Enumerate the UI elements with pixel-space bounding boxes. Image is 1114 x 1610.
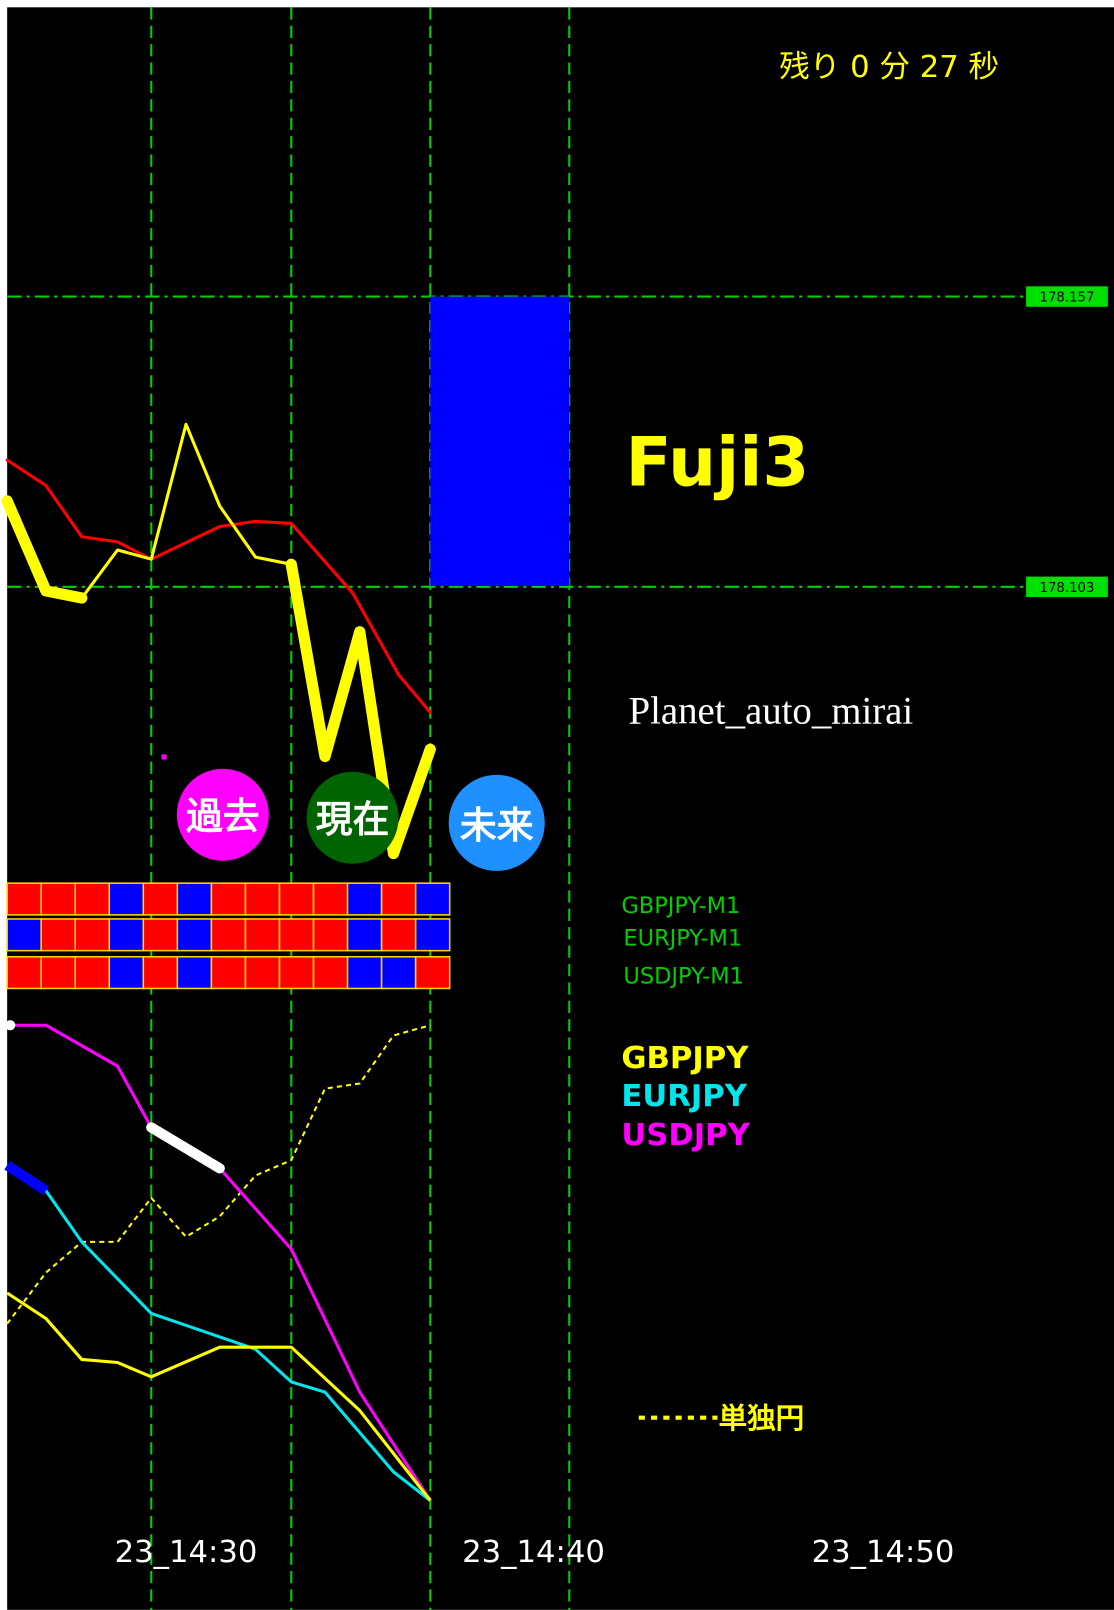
strength-cell	[74, 882, 111, 916]
strength-cell	[346, 956, 383, 990]
time-label: 23_14:50	[812, 1535, 955, 1570]
strength-cell	[108, 956, 145, 990]
timer: 残り 0 分 27 秒	[779, 50, 999, 85]
price-label: 178.157	[1040, 291, 1095, 306]
strength-cell	[346, 918, 383, 952]
strength-cell	[210, 882, 247, 916]
strength-cell	[244, 882, 281, 916]
now-label[interactable]: 現在	[316, 798, 390, 841]
strength-cell	[6, 956, 42, 990]
strength-cell	[6, 882, 42, 916]
strength-cell	[414, 918, 451, 952]
future-button[interactable]	[448, 774, 545, 871]
legend-entry: EURJPY	[621, 1079, 747, 1114]
strength-cell	[40, 956, 77, 990]
dot	[5, 1020, 16, 1031]
strength-cell	[108, 882, 145, 916]
line	[5, 458, 432, 715]
title: Fuji3	[625, 423, 809, 502]
price-lines	[1, 422, 436, 860]
price-label-bg	[1026, 286, 1108, 307]
strength-cell	[210, 956, 247, 990]
strength-cell	[312, 956, 349, 990]
strength-cell	[312, 882, 349, 916]
strength-cell	[108, 918, 145, 952]
line	[285, 558, 436, 860]
strength-cell	[346, 882, 383, 916]
line	[146, 1122, 225, 1174]
row-label: USDJPY-M1	[623, 963, 744, 989]
forecast-box	[430, 296, 570, 586]
legend-entry: GBPJPY	[621, 1041, 749, 1076]
strength-cell	[312, 918, 349, 952]
row-label: GBPJPY-M1	[621, 893, 740, 919]
strength-cell	[142, 956, 179, 990]
strength-cell	[176, 918, 213, 952]
subtitle: Planet_auto_mirai	[629, 690, 914, 733]
strength-cell	[74, 918, 111, 952]
time-label: 23_14:30	[115, 1535, 258, 1570]
time-label: 23_14:40	[462, 1535, 605, 1570]
strength-cell	[278, 956, 315, 990]
past-button[interactable]	[176, 768, 269, 861]
chart-background	[7, 7, 1114, 1610]
dot	[161, 754, 167, 760]
strength-cell	[142, 882, 179, 916]
row-label: EURJPY-M1	[623, 926, 742, 952]
now-button[interactable]	[306, 771, 399, 864]
strength-cell	[40, 918, 77, 952]
strength-cell	[380, 956, 417, 990]
line	[6, 1291, 432, 1502]
strength-cell	[414, 956, 451, 990]
strength-cell	[244, 956, 281, 990]
strength-cell	[278, 882, 315, 916]
strength-cell	[176, 882, 213, 916]
price-label-bg	[1026, 576, 1108, 598]
strength-lines	[4, 1023, 432, 1502]
legend-entry: 単独円	[718, 1401, 804, 1435]
strength-cell	[74, 956, 111, 990]
past-label[interactable]: 過去	[186, 795, 260, 838]
strength-cell	[380, 882, 417, 916]
strength-cell	[414, 882, 451, 916]
strength-cell	[142, 918, 179, 952]
strength-cell	[176, 956, 213, 990]
strength-cell	[210, 918, 247, 952]
future-label[interactable]: 未来	[460, 804, 534, 847]
line	[6, 1163, 432, 1502]
line	[1, 495, 88, 604]
price-label: 178.103	[1040, 581, 1095, 596]
strength-cell	[380, 918, 417, 952]
strength-grid	[6, 882, 451, 990]
legend-entry: USDJPY	[621, 1118, 750, 1153]
strength-cell	[40, 882, 77, 916]
line	[4, 1160, 49, 1196]
strength-cell	[6, 918, 42, 952]
strength-cell	[244, 918, 281, 952]
strength-cell	[278, 918, 315, 952]
